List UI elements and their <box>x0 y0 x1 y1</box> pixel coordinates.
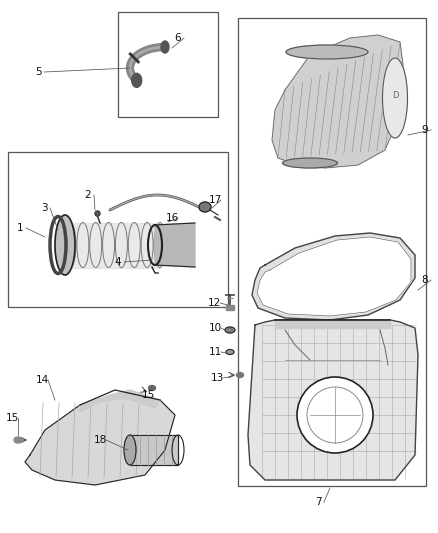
Ellipse shape <box>286 45 368 59</box>
Ellipse shape <box>55 215 75 275</box>
Text: 3: 3 <box>41 203 47 213</box>
Text: 17: 17 <box>208 195 222 205</box>
Text: 14: 14 <box>35 375 49 385</box>
Text: 5: 5 <box>35 67 41 77</box>
Bar <box>118 12 218 117</box>
Polygon shape <box>275 320 390 328</box>
Ellipse shape <box>382 58 407 138</box>
Text: 6: 6 <box>175 33 181 43</box>
Ellipse shape <box>283 158 338 168</box>
Polygon shape <box>25 395 175 485</box>
Ellipse shape <box>237 373 244 377</box>
Bar <box>238 18 426 486</box>
Polygon shape <box>130 435 178 465</box>
Text: 12: 12 <box>207 298 221 308</box>
Ellipse shape <box>148 385 155 391</box>
Text: 2: 2 <box>85 190 91 200</box>
Polygon shape <box>155 223 195 267</box>
Text: D: D <box>392 91 398 100</box>
Ellipse shape <box>124 435 136 465</box>
Ellipse shape <box>161 41 169 53</box>
Text: 4: 4 <box>115 257 121 267</box>
Ellipse shape <box>226 350 234 354</box>
Text: 11: 11 <box>208 347 222 357</box>
Ellipse shape <box>199 202 211 212</box>
Text: 13: 13 <box>210 373 224 383</box>
Ellipse shape <box>132 74 141 87</box>
Bar <box>8 152 228 307</box>
Text: 8: 8 <box>422 275 428 285</box>
Polygon shape <box>272 35 405 168</box>
Text: 1: 1 <box>17 223 23 233</box>
Text: 9: 9 <box>422 125 428 135</box>
Polygon shape <box>70 222 160 268</box>
Text: 7: 7 <box>314 497 321 507</box>
Text: 18: 18 <box>93 435 106 445</box>
Polygon shape <box>257 237 411 316</box>
Polygon shape <box>80 390 160 412</box>
Polygon shape <box>248 320 418 480</box>
Polygon shape <box>252 233 415 320</box>
Ellipse shape <box>225 327 235 333</box>
Text: 10: 10 <box>208 323 222 333</box>
Circle shape <box>297 377 373 453</box>
Text: 16: 16 <box>166 213 179 223</box>
Text: 15: 15 <box>141 390 155 400</box>
Text: 15: 15 <box>5 413 19 423</box>
Ellipse shape <box>14 437 22 443</box>
Polygon shape <box>226 305 234 310</box>
